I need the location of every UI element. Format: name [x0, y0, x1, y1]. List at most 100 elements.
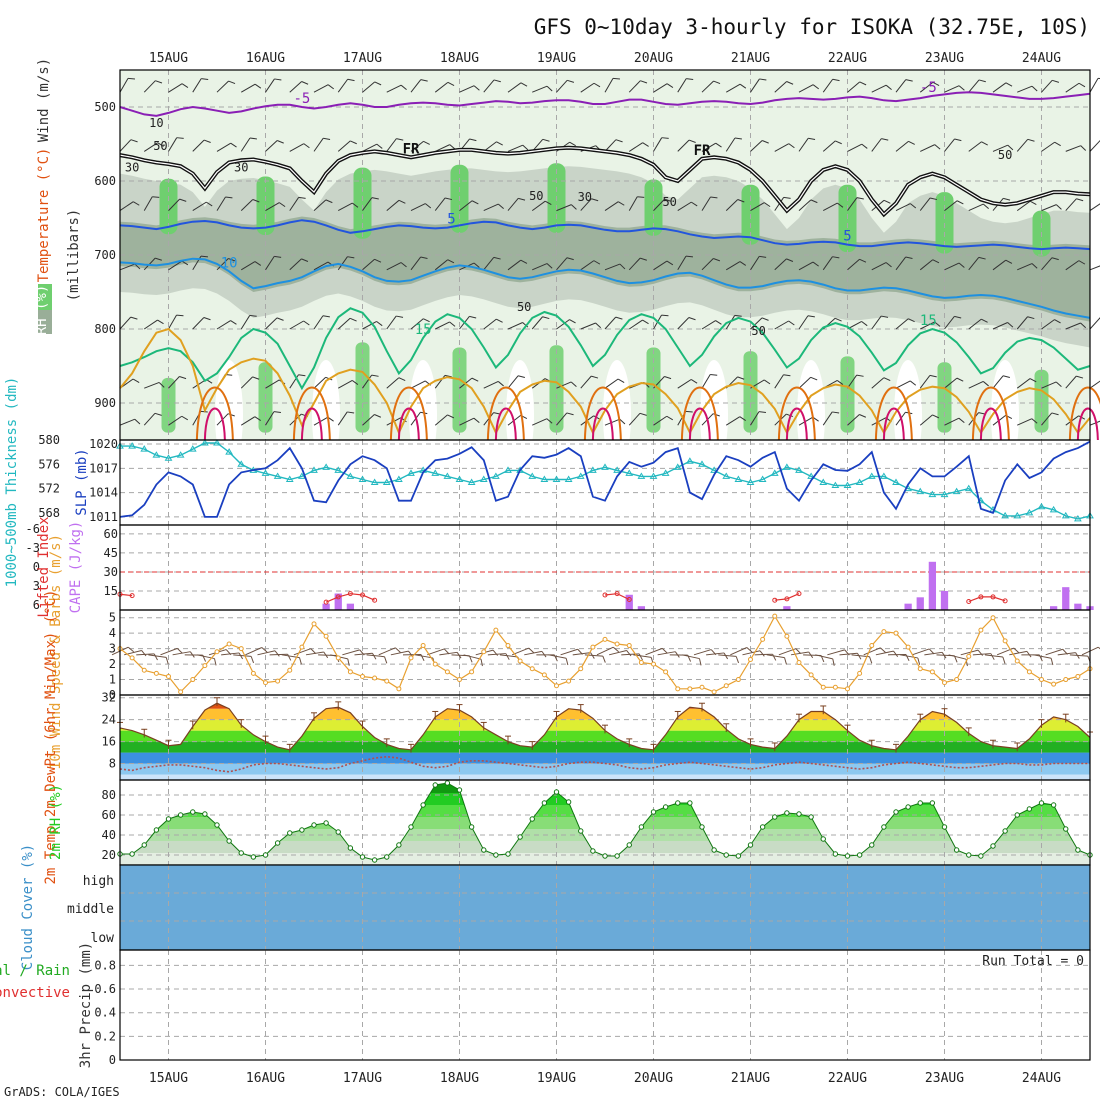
date-label-top: 19AUG — [537, 51, 576, 66]
wind10m-marker — [263, 680, 268, 686]
isotherm-30 — [882, 407, 905, 441]
wind-barb — [653, 260, 668, 271]
wind-barb-flag — [619, 263, 626, 270]
wind-barb — [944, 417, 960, 426]
rh-tick-label: 60 — [102, 808, 116, 822]
wind-barb-flag — [566, 257, 574, 261]
temp-band — [120, 774, 1090, 780]
wind-barb-flag — [274, 78, 282, 81]
wind-barb-flag — [134, 263, 141, 270]
wind-barb — [216, 142, 231, 152]
wind-barb — [604, 78, 614, 93]
wind-barb — [362, 81, 376, 93]
wind-barb — [386, 199, 400, 211]
wind-barb-flag — [254, 83, 262, 89]
precip-tick-label: 0 — [109, 1053, 116, 1067]
wind-barb — [1041, 204, 1057, 212]
wind-barb — [313, 84, 329, 93]
thickness-marker — [637, 472, 646, 479]
wind-barb-flag — [834, 317, 842, 322]
wind-barb-flag — [396, 138, 404, 141]
wind-barb-flag — [493, 256, 501, 260]
wind-barb — [240, 261, 256, 271]
wind-barb — [435, 321, 450, 330]
wind-barb-flag — [661, 648, 668, 654]
wind10m-marker — [978, 627, 984, 633]
thickness-marker — [152, 451, 161, 458]
thickness-marker — [491, 472, 500, 479]
wind-barb-flag — [810, 199, 818, 204]
wind-barb-flag — [879, 647, 886, 653]
wind-barb — [507, 259, 522, 271]
wind-barb — [415, 654, 433, 659]
wind-barb — [798, 138, 809, 152]
wind-barb — [653, 198, 665, 211]
wind-barb-flag — [856, 652, 862, 660]
wind-barb-flag — [158, 382, 165, 388]
wind-barb — [313, 138, 324, 152]
rh2m-marker — [881, 824, 887, 830]
wind-barb-flag — [958, 417, 965, 423]
wind-barb — [556, 79, 568, 93]
wind-barb — [822, 411, 833, 426]
rh2m-marker — [723, 852, 729, 858]
wind-barb-flag — [181, 260, 189, 266]
isotherm-30 — [1076, 407, 1099, 441]
wind-barb — [192, 139, 205, 152]
wind-axis-label: Wind (m/s) — [36, 58, 52, 142]
lifted-index-marker — [1002, 598, 1008, 604]
wind-barb — [507, 198, 519, 211]
wind10m-marker — [505, 643, 511, 649]
wind-barb — [337, 140, 351, 152]
wind-barb-flag — [715, 142, 722, 148]
wind-barb-flag — [881, 315, 889, 318]
wind-barb — [750, 202, 765, 212]
wind10m-marker — [360, 673, 365, 679]
wind-barb-flag — [303, 320, 310, 326]
rh2m-marker — [493, 852, 499, 858]
rh2m-marker — [966, 852, 972, 858]
rh-contour-label: 50 — [662, 195, 676, 209]
thickness-marker — [1013, 511, 1022, 519]
wind-barb — [265, 317, 278, 330]
wind-barb — [968, 141, 982, 152]
wind-barb-flag — [310, 648, 317, 654]
wind-barb — [313, 199, 327, 211]
wind-barb — [968, 203, 984, 212]
wind-barb-flag — [230, 320, 237, 325]
date-label-bottom: 20AUG — [634, 1071, 673, 1086]
wind10m-marker — [1014, 658, 1020, 664]
thickness-marker — [176, 451, 185, 458]
wind-barb — [313, 315, 324, 330]
wind-barb-flag — [249, 137, 257, 140]
wind-barb — [483, 380, 499, 389]
wind-barb — [548, 654, 567, 659]
isotherm-label: -5 — [293, 91, 310, 107]
pressure-tick-label: 600 — [94, 174, 116, 188]
wind-barb — [560, 648, 578, 656]
wind10m-marker — [190, 677, 196, 683]
rh2m-marker — [165, 816, 172, 822]
wind-barb-flag — [376, 321, 383, 327]
wind10m-marker — [857, 670, 863, 676]
wind10m-marker — [711, 689, 717, 695]
wind-barb — [289, 143, 304, 152]
isotherm-label: FR — [403, 141, 420, 157]
wind-barb — [556, 381, 572, 389]
thickness-marker — [831, 481, 840, 489]
rh2m-marker — [687, 800, 693, 806]
wind-barb — [289, 374, 299, 389]
wind-barb-flag — [546, 85, 553, 92]
thickness-marker — [140, 445, 149, 452]
wind-barb — [604, 378, 619, 389]
wind-barb-flag — [298, 374, 306, 377]
wind-barb-flag — [788, 143, 795, 149]
wind10m-marker — [845, 686, 850, 692]
wind-barb — [1033, 654, 1052, 659]
wind-barb-flag — [883, 199, 891, 204]
thickness-marker — [625, 469, 634, 476]
wind-barb — [556, 204, 572, 212]
wind-barb — [895, 140, 909, 152]
wind-barb-flag — [425, 203, 432, 209]
wind-barb — [1065, 198, 1077, 211]
